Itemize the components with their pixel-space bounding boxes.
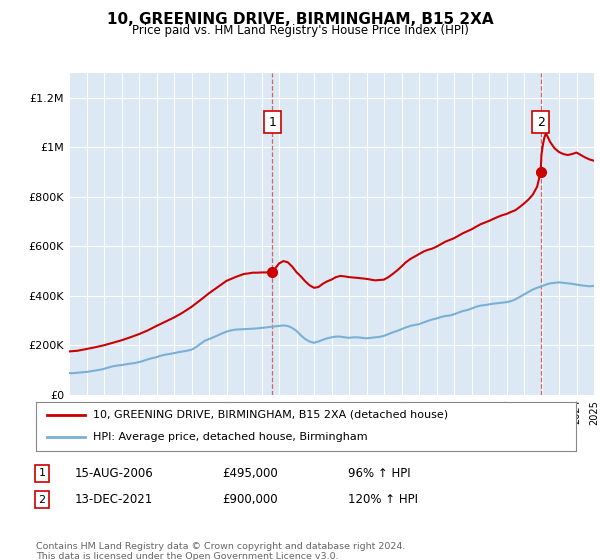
Text: 2: 2 — [536, 116, 545, 129]
Text: 10, GREENING DRIVE, BIRMINGHAM, B15 2XA: 10, GREENING DRIVE, BIRMINGHAM, B15 2XA — [107, 12, 493, 27]
Text: 96% ↑ HPI: 96% ↑ HPI — [348, 466, 410, 480]
Text: HPI: Average price, detached house, Birmingham: HPI: Average price, detached house, Birm… — [92, 432, 367, 442]
Text: 15-AUG-2006: 15-AUG-2006 — [75, 466, 154, 480]
Text: 120% ↑ HPI: 120% ↑ HPI — [348, 493, 418, 506]
Text: £900,000: £900,000 — [222, 493, 278, 506]
Text: 13-DEC-2021: 13-DEC-2021 — [75, 493, 153, 506]
Text: Contains HM Land Registry data © Crown copyright and database right 2024.
This d: Contains HM Land Registry data © Crown c… — [36, 542, 406, 560]
Text: 10, GREENING DRIVE, BIRMINGHAM, B15 2XA (detached house): 10, GREENING DRIVE, BIRMINGHAM, B15 2XA … — [92, 410, 448, 420]
Text: £495,000: £495,000 — [222, 466, 278, 480]
Text: Price paid vs. HM Land Registry's House Price Index (HPI): Price paid vs. HM Land Registry's House … — [131, 24, 469, 37]
Text: 1: 1 — [268, 116, 276, 129]
Text: 2: 2 — [38, 494, 46, 505]
Text: 1: 1 — [38, 468, 46, 478]
